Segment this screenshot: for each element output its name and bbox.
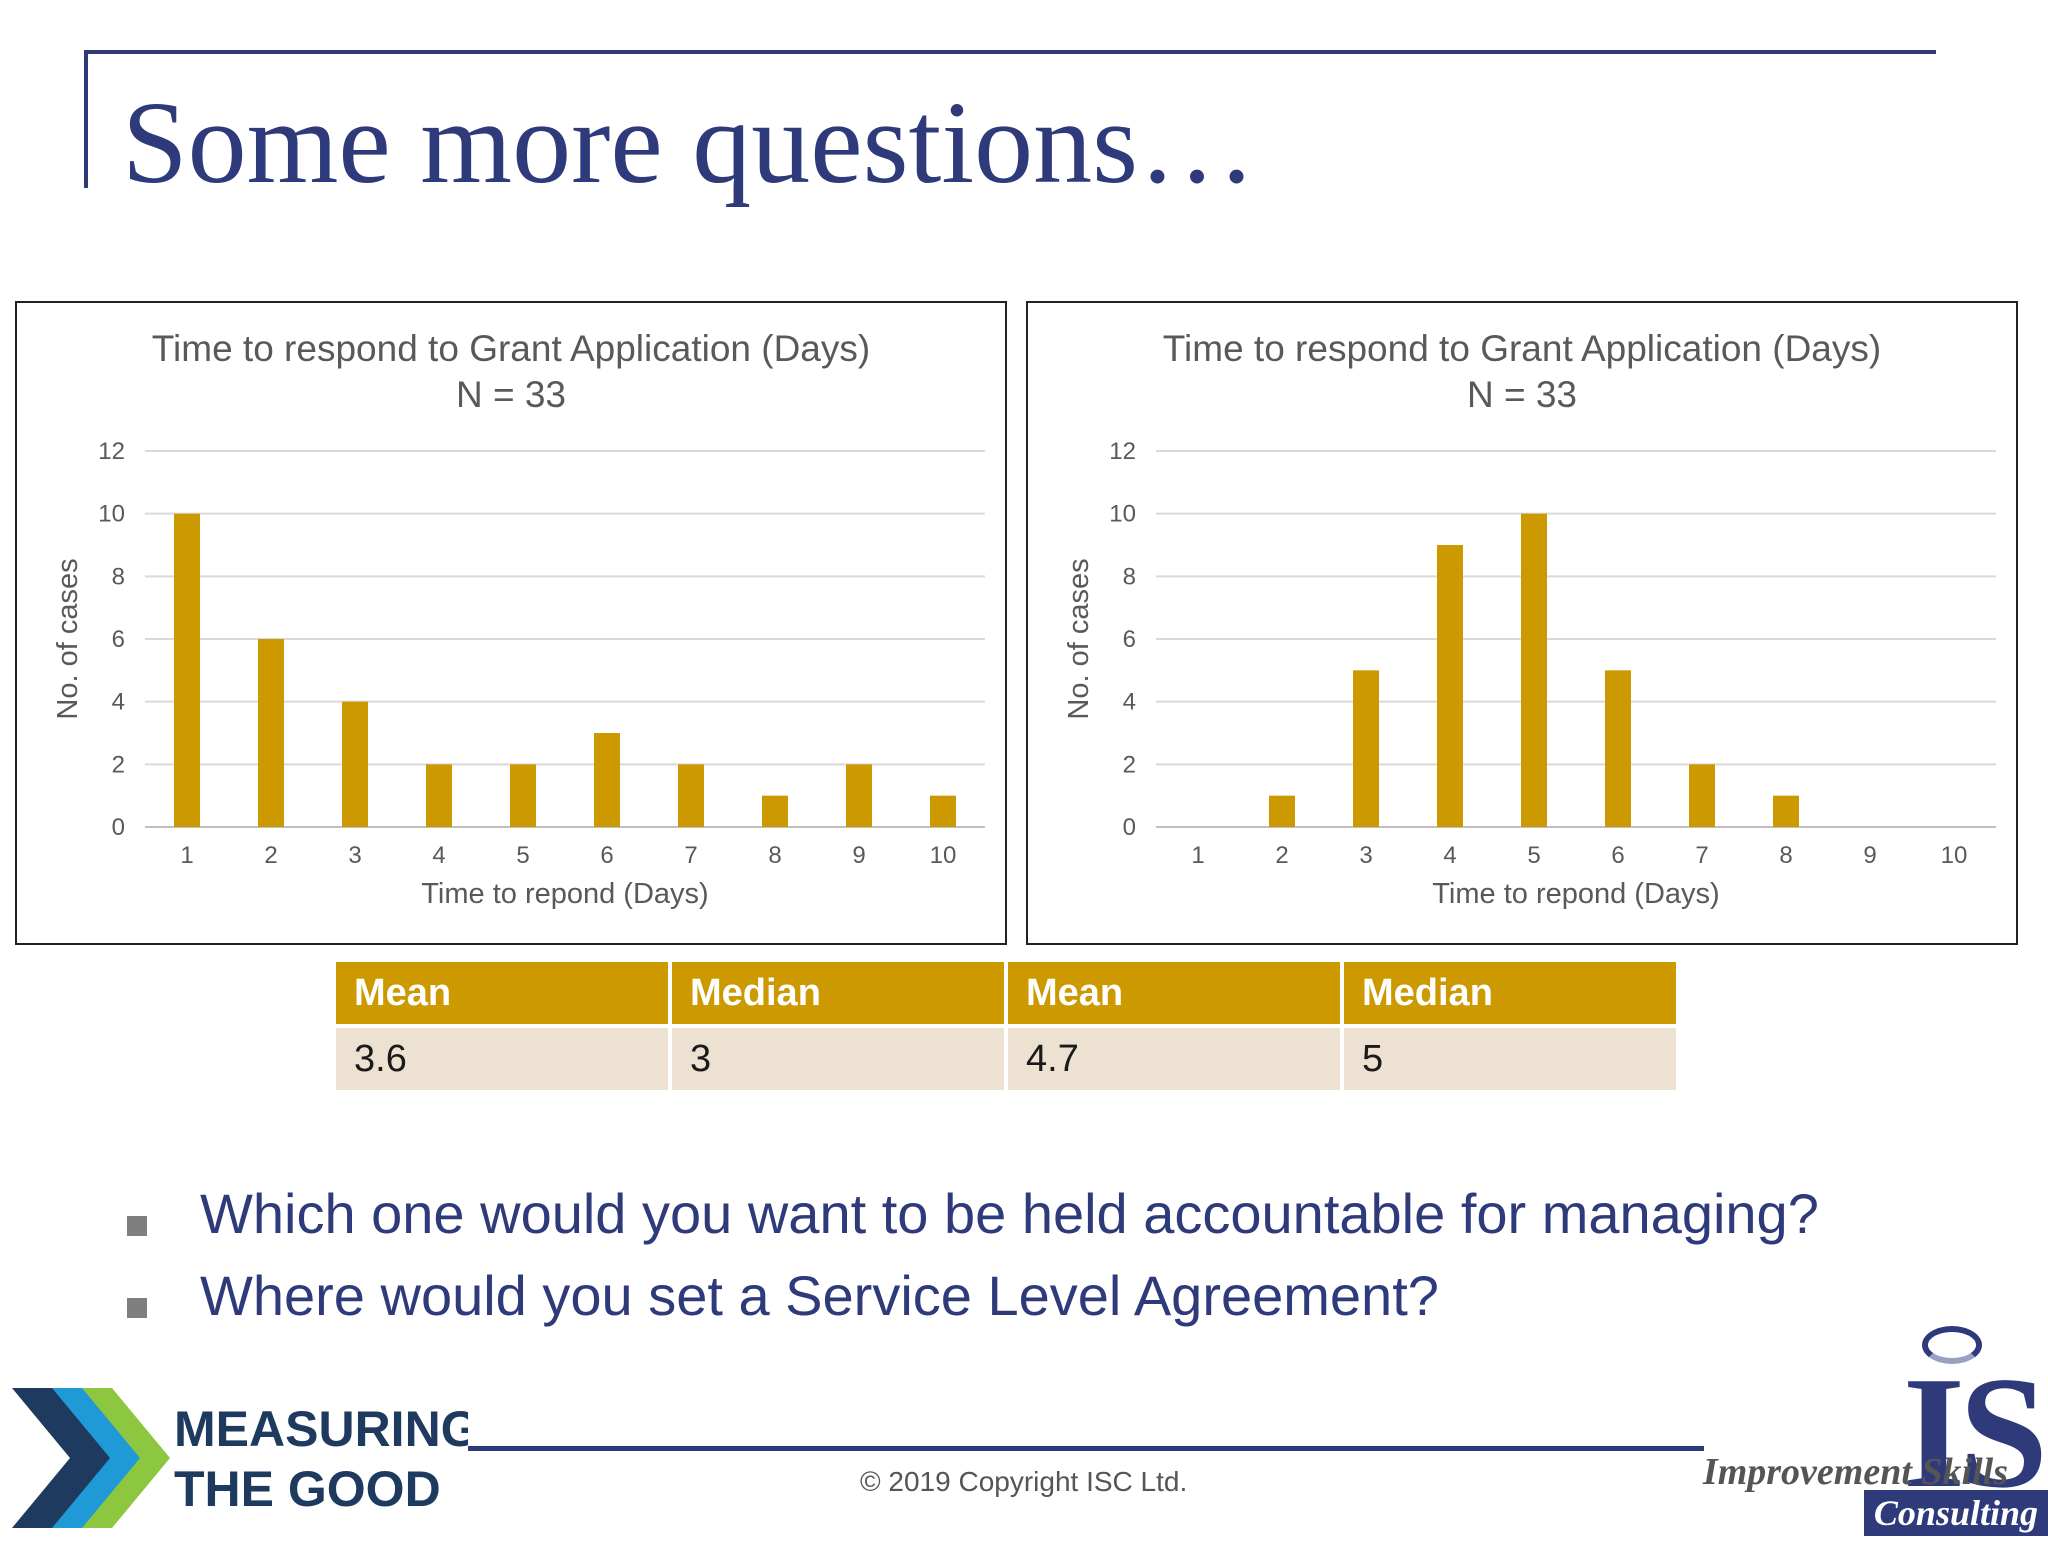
bar (762, 795, 788, 827)
y-tick-label: 4 (112, 689, 125, 716)
improvement-skills-logo: IS Improvement Skills Consulting (1700, 1322, 2048, 1536)
y-tick-label: 2 (1123, 751, 1136, 778)
y-tick-label: 10 (1109, 501, 1136, 528)
bar (1353, 670, 1379, 827)
chart-left: Time to respond to Grant Application (Da… (15, 301, 1007, 945)
logo-line-1: MEASURING (174, 1401, 468, 1457)
stats-value-right-median: 5 (1344, 1028, 1676, 1090)
stats-header-right-median: Median (1344, 962, 1676, 1024)
x-tick-label: 7 (684, 842, 697, 869)
bar (1437, 545, 1463, 827)
y-tick-label: 0 (1123, 814, 1136, 841)
chart-subtitle: N = 33 (456, 374, 566, 415)
title-frame-top (84, 50, 1936, 54)
bar (1773, 795, 1799, 827)
bar (510, 764, 536, 827)
x-tick-label: 2 (1275, 842, 1288, 869)
x-tick-label: 8 (768, 842, 781, 869)
y-tick-label: 8 (1123, 563, 1136, 590)
chart-left-svg: Time to respond to Grant Application (Da… (52, 328, 985, 910)
bar (258, 639, 284, 827)
bar (426, 764, 452, 827)
bar (594, 733, 620, 827)
x-tick-label: 1 (1191, 842, 1204, 869)
stats-header-left-median: Median (672, 962, 1004, 1024)
stats-value-right-mean: 4.7 (1008, 1028, 1340, 1090)
logo-consulting-line: Consulting (1863, 1490, 2048, 1536)
y-axis-label: No. of cases (52, 558, 84, 719)
stats-header-left-mean: Mean (336, 962, 668, 1024)
bar (846, 764, 872, 827)
bar (1605, 670, 1631, 827)
question-text: Which one would you want to be held acco… (200, 1182, 1819, 1245)
chevron-green-icon (82, 1388, 170, 1528)
x-tick-label: 6 (600, 842, 613, 869)
chart-right: Time to respond to Grant Application (Da… (1026, 301, 2018, 945)
x-axis-label: Time to repond (Days) (1432, 878, 1719, 910)
slide-title: Some more questions… (122, 77, 1257, 208)
stats-value-left-mean: 3.6 (336, 1028, 668, 1090)
bar (930, 795, 956, 827)
square-bullet-icon (127, 1298, 147, 1318)
chart-title: Time to respond to Grant Application (Da… (152, 328, 870, 369)
x-tick-label: 2 (264, 842, 277, 869)
stats-value-left-median: 3 (672, 1028, 1004, 1090)
x-tick-label: 9 (852, 842, 865, 869)
copyright-text: © 2019 Copyright ISC Ltd. (860, 1466, 1188, 1497)
y-tick-label: 2 (112, 751, 125, 778)
y-tick-label: 8 (112, 563, 125, 590)
chart-title: Time to respond to Grant Application (Da… (1163, 328, 1881, 369)
x-tick-label: 10 (930, 842, 957, 869)
bar (342, 701, 368, 827)
stats-header-right-mean: Mean (1008, 962, 1340, 1024)
stats-table: Mean Median Mean Median 3.6 3 4.7 5 (332, 958, 1680, 1094)
y-tick-label: 12 (1109, 438, 1136, 465)
x-tick-label: 9 (1863, 842, 1876, 869)
bar (1521, 513, 1547, 827)
bar (1689, 764, 1715, 827)
chart-subtitle: N = 33 (1467, 374, 1577, 415)
y-tick-label: 4 (1123, 689, 1136, 716)
y-tick-label: 10 (98, 501, 125, 528)
y-tick-label: 6 (1123, 626, 1136, 653)
bar (678, 764, 704, 827)
swirl-icon (1922, 1326, 1982, 1364)
chevron-blue-icon (52, 1388, 148, 1528)
square-bullet-icon (127, 1216, 147, 1236)
footer-divider (468, 1446, 1704, 1451)
y-axis-label: No. of cases (1063, 558, 1095, 719)
y-tick-label: 12 (98, 438, 125, 465)
x-tick-label: 3 (348, 842, 361, 869)
stats-header-row: Mean Median Mean Median (336, 962, 1676, 1024)
chevron-dark-icon (12, 1388, 118, 1528)
stats-value-row: 3.6 3 4.7 5 (336, 1028, 1676, 1090)
chart-right-svg: Time to respond to Grant Application (Da… (1063, 328, 1996, 910)
bar (1269, 795, 1295, 827)
x-tick-label: 4 (1443, 842, 1456, 869)
x-tick-label: 5 (516, 842, 529, 869)
x-tick-label: 6 (1611, 842, 1624, 869)
x-tick-label: 1 (180, 842, 193, 869)
x-tick-label: 5 (1527, 842, 1540, 869)
x-tick-label: 3 (1359, 842, 1372, 869)
question-text: Where would you set a Service Level Agre… (200, 1264, 1439, 1327)
bar (174, 513, 200, 827)
measuring-the-good-logo: MEASURING THE GOOD (8, 1380, 480, 1536)
x-tick-label: 4 (432, 842, 445, 869)
logo-line-2: THE GOOD (174, 1461, 441, 1517)
x-axis-label: Time to repond (Days) (421, 878, 708, 910)
logo-name-line: Improvement Skills (1702, 1451, 2008, 1493)
x-tick-label: 8 (1779, 842, 1792, 869)
y-tick-label: 0 (112, 814, 125, 841)
y-tick-label: 6 (112, 626, 125, 653)
x-tick-label: 10 (1941, 842, 1968, 869)
title-frame-left (84, 50, 88, 188)
logo-letters: IS (1902, 1343, 2048, 1521)
x-tick-label: 7 (1695, 842, 1708, 869)
